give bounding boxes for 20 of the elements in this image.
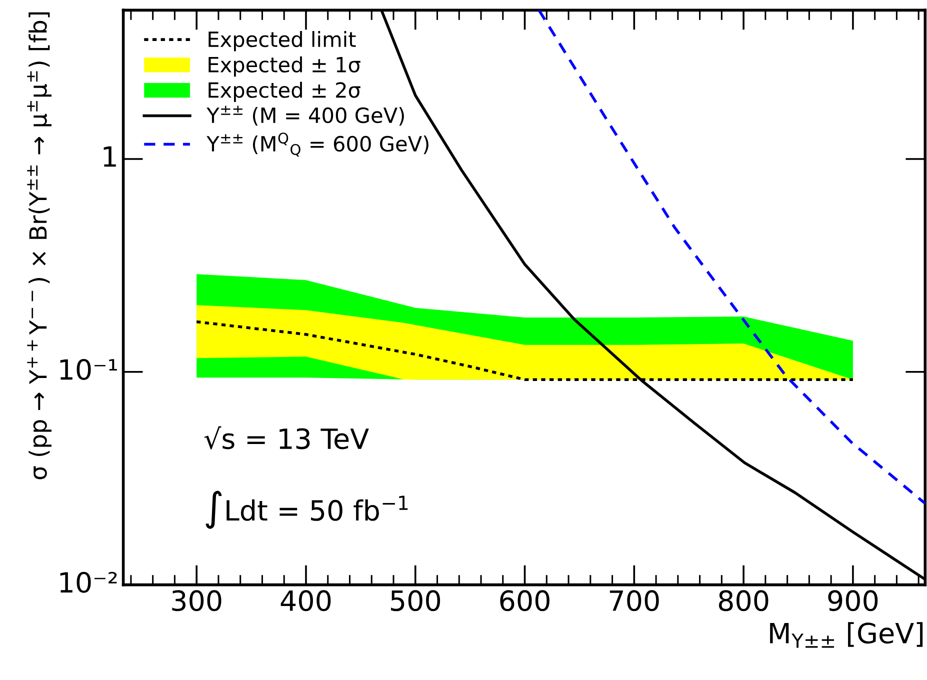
- text: σ (pp → Y$^{++}$Y$^{−−}$) × Br(Y$^{±±}$ → μ$^{±}$μ$^{±}$) [fb]: [27, 12, 52, 480]
- y-tick-label: 10⁻²: [60, 572, 117, 593]
- legend-label: Y$^{±±}$ (M = 400 GeV): [206, 106, 404, 126]
- x-tick-label: 900: [828, 590, 878, 612]
- x-tick-label: 700: [610, 590, 659, 612]
- x-axis-title: M$_{Y±±}$ [GeV]: [770, 622, 923, 648]
- legend-label: Expected ± 1σ: [208, 56, 360, 77]
- x-tick-label: 800: [718, 590, 768, 612]
- line-series: [538, 10, 926, 505]
- x-tick-label: 300: [172, 590, 222, 612]
- legend-label: Y$^{±±}$ (M$^{Q}$$_{Q}$ = 600 GeV): [206, 132, 428, 157]
- annotation: ∫Ldt = 50 fb$^{−1}$: [206, 490, 408, 529]
- x-tick-label: 500: [391, 590, 440, 612]
- legend-label: Expected ± 2σ: [208, 82, 360, 102]
- annotation: √s = 13 TeV: [204, 426, 369, 450]
- y-tick-label: 1: [104, 146, 116, 167]
- x-tick-label: 400: [280, 590, 331, 612]
- y-tick-label: 10⁻¹: [60, 358, 117, 380]
- legend-label: Expected limit: [208, 31, 356, 52]
- x-tick-label: 600: [500, 590, 550, 612]
